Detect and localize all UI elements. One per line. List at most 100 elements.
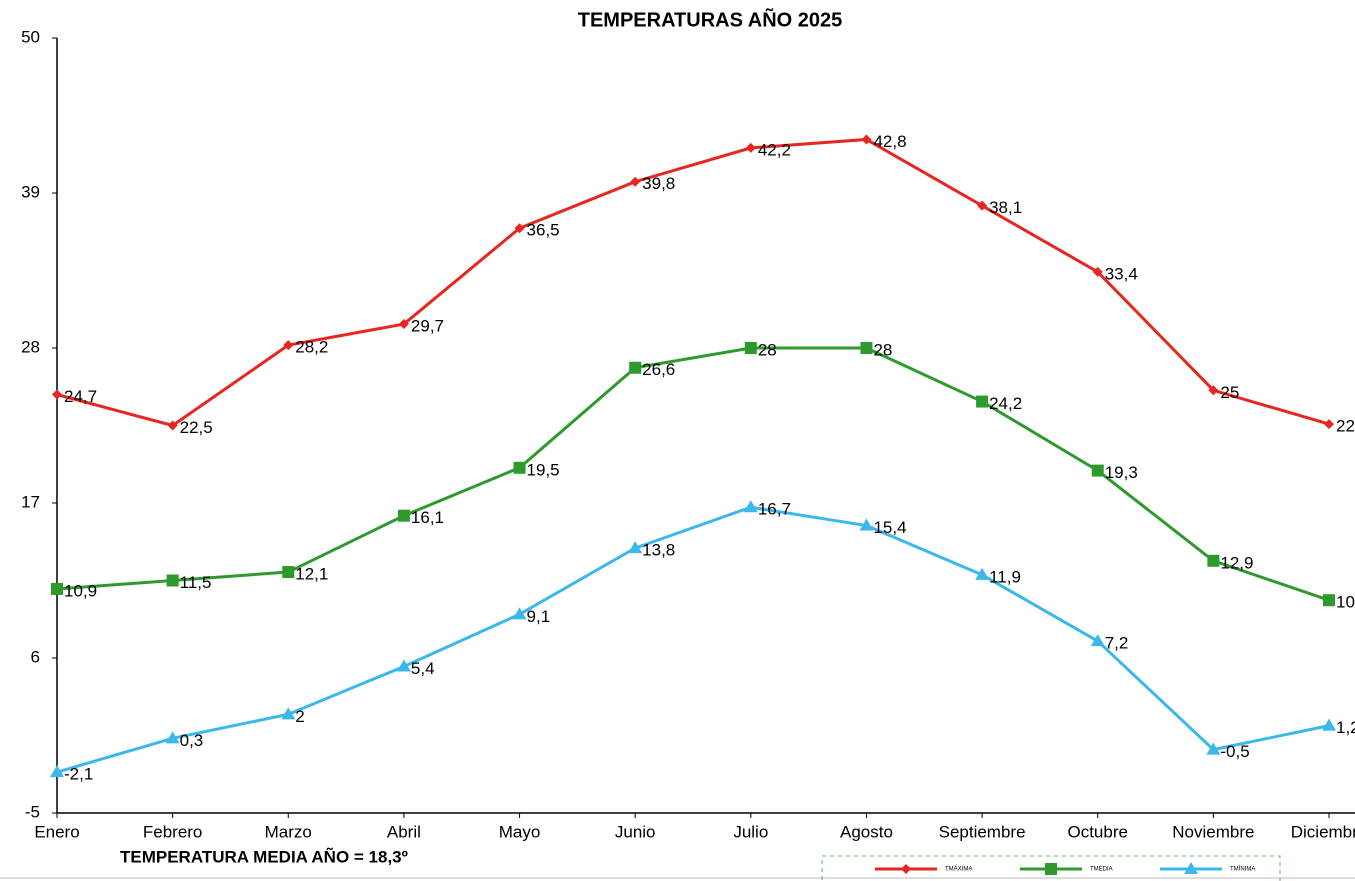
- annotation: TEMPERATURA MEDIA AÑO = 18,3º: [120, 846, 408, 866]
- data-label: 29,7: [411, 317, 444, 336]
- x-tick-label: Abril: [387, 822, 421, 841]
- x-tick-label: Diciembre: [1291, 822, 1355, 841]
- marker: [1208, 385, 1219, 396]
- marker: [1090, 634, 1105, 647]
- data-label: 22,5: [180, 418, 213, 437]
- data-label: 19,5: [527, 460, 560, 479]
- x-tick-label: Junio: [615, 822, 656, 841]
- marker: [976, 395, 989, 408]
- marker: [167, 420, 178, 431]
- marker: [1324, 419, 1334, 430]
- legend-label: TMÁXIMA: [945, 866, 972, 873]
- data-label: 10,9: [64, 581, 97, 600]
- chart-title: TEMPERATURAS AÑO 2025: [578, 8, 843, 31]
- marker: [859, 518, 874, 531]
- marker: [901, 864, 911, 874]
- data-label: 24,2: [989, 394, 1022, 413]
- marker: [744, 342, 757, 354]
- marker: [512, 607, 527, 620]
- marker: [165, 731, 180, 744]
- legend-box: [821, 855, 1281, 881]
- data-label: 5,4: [411, 659, 435, 678]
- data-label: 36,5: [527, 221, 560, 240]
- data-label: 12,1: [295, 565, 328, 584]
- x-tick-label: Octubre: [1067, 822, 1127, 841]
- marker: [514, 223, 525, 234]
- marker: [1091, 464, 1104, 477]
- data-label: 28: [758, 340, 777, 359]
- marker: [166, 574, 179, 587]
- y-tick-label: 28: [21, 337, 40, 356]
- data-label: 16,1: [411, 508, 444, 527]
- y-tick-label: 39: [21, 182, 40, 201]
- data-label: 33,4: [1105, 264, 1138, 283]
- x-tick-label: Febrero: [143, 822, 203, 841]
- marker: [628, 541, 643, 554]
- marker: [50, 765, 64, 778]
- x-tick-label: Marzo: [265, 822, 312, 841]
- marker: [1323, 594, 1335, 607]
- marker: [281, 707, 296, 720]
- data-label: -0,5: [1220, 742, 1249, 761]
- data-label: 15,4: [873, 518, 906, 537]
- data-label: 26,6: [642, 360, 675, 379]
- marker: [1322, 718, 1336, 731]
- legend-label: TMEDIA: [1090, 867, 1113, 873]
- data-label: 2: [295, 707, 304, 726]
- y-tick-label: 6: [31, 647, 40, 666]
- data-label: 24,7: [64, 387, 97, 406]
- data-label: 0,3: [180, 731, 204, 750]
- y-tick-label: 50: [21, 27, 40, 46]
- marker: [1206, 742, 1221, 755]
- x-tick-label: Julio: [733, 822, 768, 841]
- x-tick-label: Agosto: [840, 822, 893, 841]
- series-line: [56, 137, 1330, 428]
- marker: [51, 582, 63, 595]
- data-label: 1,2: [1336, 718, 1355, 737]
- data-label: 19,3: [1105, 463, 1138, 482]
- data-label: 25: [1220, 383, 1239, 402]
- data-label: 28,2: [295, 338, 328, 357]
- legend-label: TMÍNIMA: [1230, 866, 1255, 873]
- data-label: 28: [873, 340, 892, 359]
- marker: [52, 389, 62, 400]
- data-label: 12,9: [1220, 553, 1253, 572]
- marker: [1207, 554, 1220, 567]
- marker: [975, 567, 990, 580]
- data-label: 22,6: [1336, 417, 1355, 436]
- data-label: 42,8: [873, 132, 906, 151]
- marker: [283, 340, 294, 351]
- x-tick-label: Noviembre: [1172, 822, 1254, 841]
- y-tick-label: 17: [21, 492, 40, 511]
- marker: [860, 342, 873, 354]
- x-tick-label: Mayo: [499, 822, 541, 841]
- data-label: 10,1: [1336, 593, 1355, 612]
- marker: [745, 142, 756, 153]
- marker: [282, 566, 295, 579]
- marker: [1184, 862, 1198, 874]
- marker: [1092, 266, 1103, 277]
- marker: [398, 319, 409, 330]
- marker: [629, 361, 642, 374]
- marker: [977, 200, 988, 211]
- data-label: 39,8: [642, 174, 675, 193]
- marker: [396, 659, 411, 672]
- data-label: 7,2: [1105, 634, 1129, 653]
- y-tick-label: -5: [25, 802, 40, 821]
- data-label: 16,7: [758, 500, 791, 519]
- marker: [513, 461, 526, 474]
- data-label: 11,5: [180, 573, 212, 592]
- data-label: 42,2: [758, 140, 791, 159]
- data-label: 11,9: [989, 567, 1021, 586]
- x-tick-label: Septiembre: [939, 822, 1026, 841]
- data-label: 38,1: [989, 198, 1022, 217]
- marker: [630, 176, 641, 187]
- marker: [397, 509, 410, 522]
- data-label: 9,1: [527, 607, 551, 626]
- marker: [861, 134, 872, 145]
- data-label: 13,8: [642, 541, 675, 560]
- series-line: [56, 505, 1330, 774]
- data-label: -2,1: [64, 765, 93, 784]
